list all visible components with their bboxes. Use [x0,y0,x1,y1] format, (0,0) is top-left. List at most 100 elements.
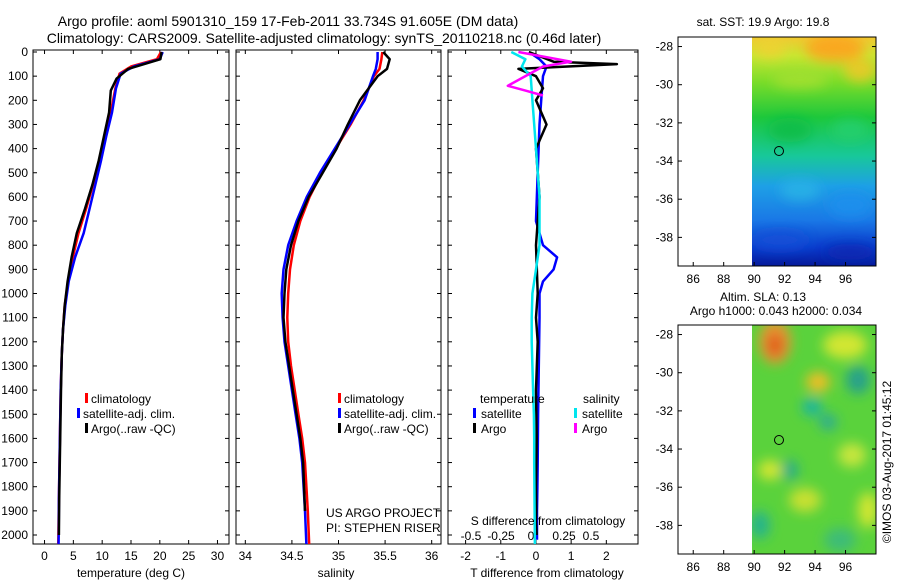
legend-swatch-t-satellite [473,408,476,418]
map-y-tick-label: -32 [656,404,674,418]
legend-swatch-satellite [338,408,341,418]
salinity-xlabel: salinity [318,566,355,580]
sla-map-subtitle: Argo h1000: 0.043 h2000: 0.034 [690,304,862,318]
temperature-xlabel: temperature (deg C) [77,566,185,580]
depth-tick-label: 1800 [1,480,28,494]
sst-map-image [752,37,876,266]
project-annotation: US ARGO PROJECT [326,506,441,520]
depth-tick-label: 100 [8,69,28,83]
series-line-climatology [286,51,384,544]
x-tick-label: 10 [95,549,109,563]
s-tick-label: -0.5 [461,529,482,543]
legend-label-argo: Argo(..raw -QC) [91,422,176,436]
x-tick-label: -1 [495,549,506,563]
x-tick-label: 34.5 [280,549,304,563]
map-y-tick-label: -38 [656,518,674,532]
sla-map-axes-ticks: 86 88 90 92 94 96 -28 -30 -32 -34 -36 -38 [656,328,876,574]
legend-label-t-argo: Argo [481,422,507,436]
map-x-tick-label: 94 [808,560,822,574]
depth-tick-label: 1300 [1,359,28,373]
sst-map-title: sat. SST: 19.9 Argo: 19.8 [697,15,830,29]
series-line-satellite [528,50,559,540]
temperature-series [57,51,164,544]
map-x-tick-label: 88 [717,560,731,574]
sla-map-axes [677,324,877,555]
map-x-tick-label: 86 [687,560,701,574]
series-line-argo [57,51,163,536]
s-tick-label: -0.25 [487,529,515,543]
series-line-argo_salt [506,50,573,97]
x-tick-label: 15 [124,549,138,563]
depth-tick-label: 700 [8,214,28,228]
depth-tick-label: 1900 [1,504,28,518]
map-x-tick-label: 86 [687,272,701,286]
x-tick-label: 2 [603,549,610,563]
depth-tick-label: 1400 [1,383,28,397]
map-y-tick-label: -30 [656,366,674,380]
legend-label-t-satellite: satellite [481,407,522,421]
map-x-tick-label: 96 [839,560,853,574]
map-x-tick-label: 94 [808,272,822,286]
map-y-tick-label: -34 [656,154,674,168]
map-y-tick-label: -34 [656,442,674,456]
salinity-legend: climatology satellite-adj. clim. Argo(..… [338,392,436,436]
x-tick-label: 35.5 [373,549,397,563]
depth-tick-label: 300 [8,117,28,131]
map-y-tick-label: -36 [656,192,674,206]
x-tick-label: 20 [153,549,167,563]
legend-label-s-argo: Argo [582,422,608,436]
x-tick-label: 0 [533,549,540,563]
map-y-tick-label: -28 [656,40,674,54]
figure-title-line2: Climatology: CARS2009. Satellite-adjuste… [47,30,602,46]
x-tick-label: 34 [239,549,253,563]
legend-swatch-argo [85,423,88,433]
depth-tick-label: 1100 [2,311,28,325]
sst-map-axes [677,36,877,267]
series-line-sat_salt [510,50,541,544]
map-x-tick-label: 88 [717,272,731,286]
temperature-x-axis: 0 5 10 15 20 25 30 [41,50,224,563]
s-tick-label: 0.5 [583,529,600,543]
legend-swatch-argo [338,423,341,433]
s-tick-label: 0.25 [552,529,576,543]
difference-series [506,50,619,544]
map-x-tick-label: 96 [839,272,853,286]
map-y-tick-label: -36 [656,480,674,494]
legend-label-argo: Argo(..raw -QC) [344,422,429,436]
x-tick-label: 5 [70,549,77,563]
sst-map-axes-ticks: 86 88 90 92 94 96 -28 -30 -32 -34 -36 -38 [656,40,876,286]
sla-map-image [752,325,876,554]
sla-map-title: Altim. SLA: 0.13 [720,290,806,304]
series-line-argo [282,51,391,511]
salinity-axes [235,49,442,545]
depth-tick-label: 2000 [1,528,28,542]
map-y-tick-label: -38 [656,230,674,244]
map-y-tick-label: -28 [656,328,674,342]
map-y-tick-label: -32 [656,116,674,130]
x-tick-label: 35 [332,549,346,563]
depth-tick-label: 900 [8,262,28,276]
legend-swatch-t-argo [473,423,476,433]
depth-tick-label: 0 [21,45,28,59]
legend-label-satellite: satellite-adj. clim. [344,407,436,421]
legend-label-climatology: climatology [91,392,151,406]
legend-swatch-climatology [85,393,88,403]
depth-tick-label: 400 [8,142,28,156]
figure-title-line1: Argo profile: aoml 5901310_159 17-Feb-20… [58,13,519,29]
map-x-tick-label: 90 [747,272,761,286]
depth-tick-label: 200 [8,93,28,107]
salinity-x-axis: 34 34.5 35 35.5 36 [239,50,439,563]
difference-xlabel-top: S difference from climatology [471,514,626,528]
pi-annotation: PI: STEPHEN RISER [326,521,441,535]
depth-tick-label: 1700 [1,456,28,470]
x-tick-label: -2 [460,549,471,563]
footer-timestamp: ©IMOS 03-Aug-2017 01:45:12 [880,381,894,544]
legend-label-s-satellite: satellite [582,407,623,421]
map-x-tick-label: 92 [778,272,792,286]
map-y-tick-label: -30 [656,78,674,92]
depth-tick-label: 500 [8,166,28,180]
depth-tick-label: 800 [8,238,28,252]
series-line-satellite [280,52,379,544]
depth-axis: 0 100 200 300 400 500 600 700 800 900 1000 1100 1200… [1,45,638,542]
